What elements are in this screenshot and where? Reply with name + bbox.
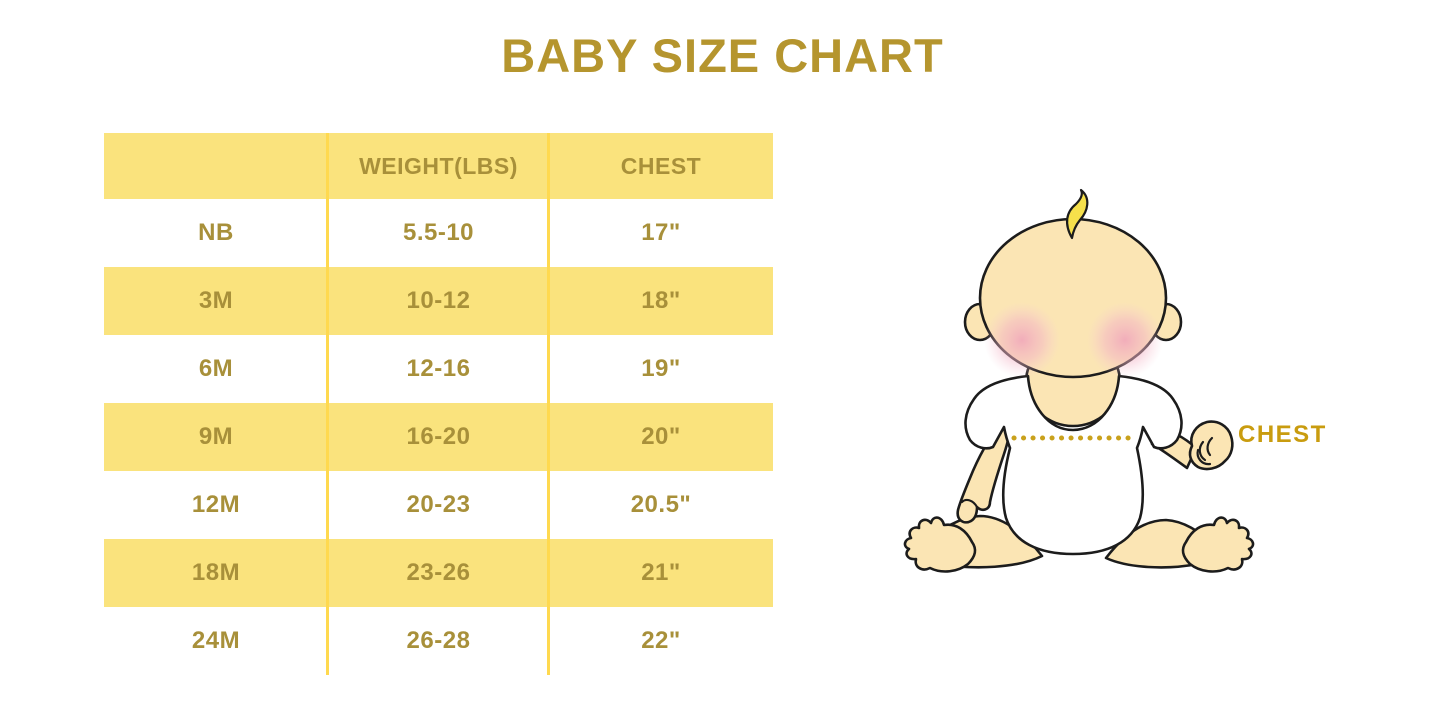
size-cell: 24M xyxy=(191,627,241,654)
weight-cell: 5.5-10 xyxy=(402,219,475,246)
baby-illustration xyxy=(880,180,1360,610)
chest-label: CHEST xyxy=(1238,421,1327,448)
chest-cell: 17" xyxy=(641,219,681,246)
baby-fist-curl-line xyxy=(1206,436,1214,457)
column-divider xyxy=(547,133,550,675)
weight-cell: 26-28 xyxy=(406,627,471,654)
size-cell: 6M xyxy=(198,355,234,382)
chest-cell: 21" xyxy=(641,559,681,586)
header-size-cell xyxy=(104,133,328,199)
size-cell: 3M xyxy=(198,287,234,314)
size-cell: 12M xyxy=(191,491,241,518)
baby-right-fist xyxy=(1188,420,1234,471)
table-row: 12M 20-23 20.5" xyxy=(104,471,773,539)
weight-cell: 23-26 xyxy=(406,559,471,586)
header-weight-cell: WEIGHT(LBS) xyxy=(359,152,518,179)
table-row: 6M 12-16 19" xyxy=(104,335,773,403)
baby-left-hand-finger-line xyxy=(960,498,979,509)
weight-cell: 10-12 xyxy=(406,287,471,314)
chest-cell: 18" xyxy=(641,287,681,314)
table-row: 3M 10-12 18" xyxy=(104,267,773,335)
baby-left-foot xyxy=(903,516,977,573)
size-cell: 18M xyxy=(191,559,241,586)
table-row: 24M 26-28 22" xyxy=(104,607,773,675)
chest-cell: 22" xyxy=(641,627,681,654)
table-row: 9M 16-20 20" xyxy=(104,403,773,471)
column-divider xyxy=(326,133,329,675)
table-header-row: WEIGHT(LBS) CHEST xyxy=(104,133,773,199)
baby-fist-curl-line xyxy=(1196,448,1212,466)
baby-sitting-svg xyxy=(903,188,1255,573)
size-cell: 9M xyxy=(198,423,234,450)
size-cell: NB xyxy=(198,219,234,246)
chest-cell: 20" xyxy=(641,423,681,450)
baby-fist-curl-line xyxy=(1198,440,1207,462)
header-chest-cell: CHEST xyxy=(620,152,702,179)
baby-right-foot xyxy=(1181,516,1255,573)
size-table: WEIGHT(LBS) CHEST NB 5.5-10 17" 3M 10-12… xyxy=(104,133,773,675)
page-title: BABY SIZE CHART xyxy=(501,29,944,82)
weight-cell: 12-16 xyxy=(406,355,471,382)
table-row: 18M 23-26 21" xyxy=(104,539,773,607)
baby-hair-tuft xyxy=(1066,188,1089,240)
weight-cell: 16-20 xyxy=(406,423,471,450)
chest-cell: 20.5" xyxy=(630,491,692,518)
chest-cell: 19" xyxy=(641,355,681,382)
baby-left-blush xyxy=(984,302,1060,378)
baby-left-arm xyxy=(956,423,1012,524)
weight-cell: 20-23 xyxy=(406,491,471,518)
table-row: NB 5.5-10 17" xyxy=(104,199,773,267)
baby-right-blush xyxy=(1087,302,1163,378)
